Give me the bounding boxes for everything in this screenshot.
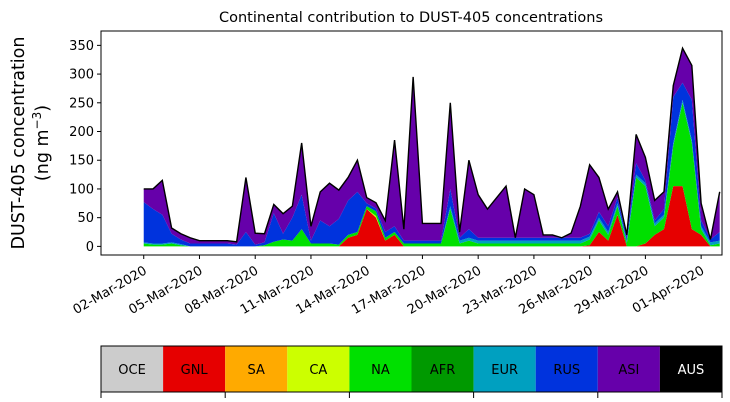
legend-swatch-ca <box>287 346 350 392</box>
legend-label-gnl: GNL <box>181 363 209 378</box>
area-gnl <box>143 186 720 247</box>
y-tick-label: 250 <box>69 96 94 111</box>
y-axis-unit-exponent: −3 <box>30 112 44 130</box>
legend-swatch-aus <box>659 346 722 392</box>
legend-swatch-sa <box>225 346 288 392</box>
y-tick-label: 0 <box>86 240 94 255</box>
plot-border <box>100 30 723 256</box>
legend-label-rus: RUS <box>553 363 580 378</box>
legend-label-asi: ASI <box>618 363 639 378</box>
x-axis: 02-Mar-202005-Mar-202008-Mar-202011-Mar-… <box>71 255 707 318</box>
legend-swatch-gnl <box>163 346 226 392</box>
y-tick-label: 50 <box>77 211 94 226</box>
legend-label-ca: CA <box>309 363 327 378</box>
legend-label-eur: EUR <box>491 363 518 378</box>
y-tick-label: 150 <box>69 154 94 169</box>
y-axis-unit: (ng m−3) <box>30 105 53 181</box>
legend-swatch-asi <box>597 346 660 392</box>
legend-swatch-oce <box>101 346 164 392</box>
legend-swatch-eur <box>473 346 536 392</box>
legend-swatch-rus <box>535 346 598 392</box>
total-line <box>143 46 721 243</box>
y-tick-label: 100 <box>69 182 94 197</box>
y-tick-label: 350 <box>69 39 94 54</box>
legend-label-oce: OCE <box>118 363 146 378</box>
legend-label-aus: AUS <box>678 363 705 378</box>
plot-areas <box>143 46 721 247</box>
y-axis: 0 50 100 150 200 250 300 350 <box>69 39 101 255</box>
legend-swatch-na <box>349 346 412 392</box>
legend-swatch-afr <box>411 346 474 392</box>
y-axis-label: DUST-405 concentration <box>9 37 29 250</box>
legend-colorbar: OCE GNL SA CA NA AFR EUR RUS ASI AUS <box>100 345 723 398</box>
legend-label-sa: SA <box>248 363 265 378</box>
legend-border <box>100 345 723 393</box>
y-tick-label: 200 <box>69 125 94 140</box>
legend-label-na: NA <box>371 363 390 378</box>
plot-frame <box>100 30 723 256</box>
y-tick-label: 300 <box>69 68 94 83</box>
chart-title: Continental contribution to DUST-405 con… <box>219 10 603 26</box>
y-axis-unit-close: ) <box>33 105 53 112</box>
legend-label-afr: AFR <box>430 363 455 378</box>
y-axis-unit-text: (ng m <box>33 129 53 181</box>
